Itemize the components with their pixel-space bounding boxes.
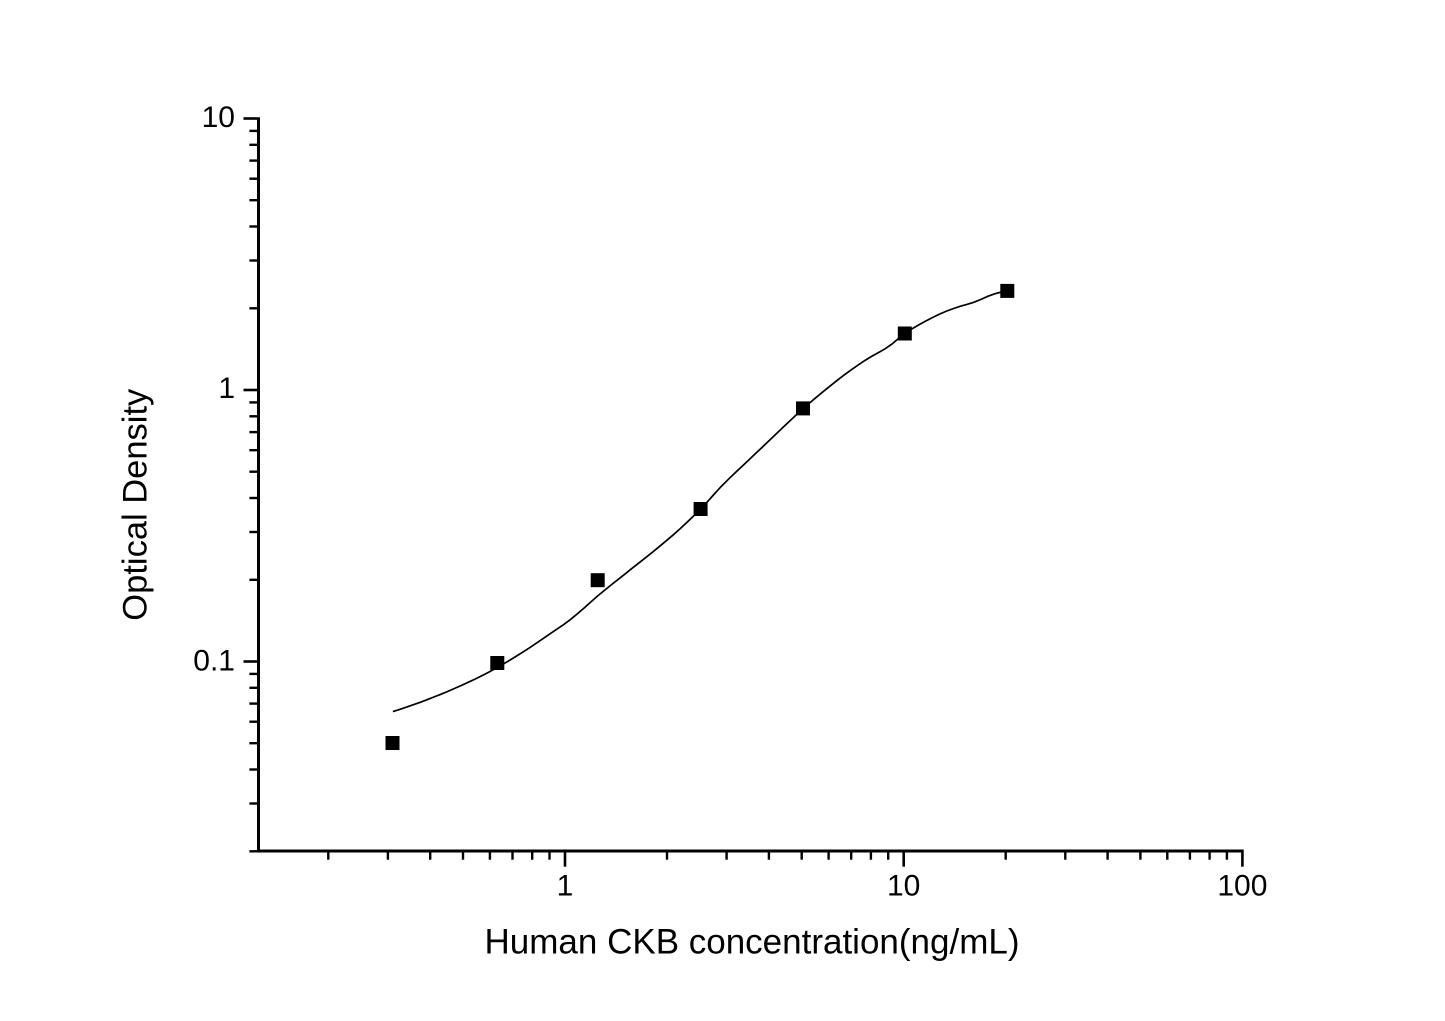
svg-text:10: 10 (887, 870, 920, 903)
svg-text:Optical Density: Optical Density (117, 388, 155, 621)
svg-text:0.1: 0.1 (193, 645, 235, 678)
svg-text:10: 10 (202, 101, 235, 134)
svg-text:1: 1 (218, 372, 235, 405)
svg-text:Human CKB concentration(ng/mL): Human CKB concentration(ng/mL) (485, 923, 1020, 962)
svg-text:1: 1 (557, 870, 574, 903)
svg-text:100: 100 (1217, 870, 1267, 903)
